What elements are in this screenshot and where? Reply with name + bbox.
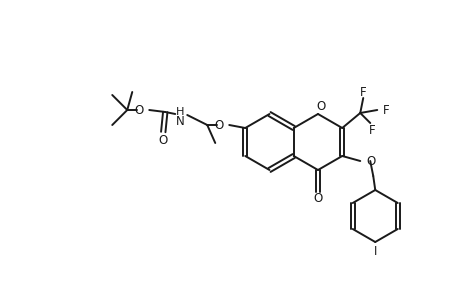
Text: O: O [213,118,223,131]
Text: O: O [316,100,325,112]
Text: F: F [359,85,366,98]
Text: F: F [368,124,375,136]
Text: O: O [134,103,143,116]
Text: F: F [382,103,389,116]
Text: N: N [175,115,184,128]
Text: O: O [365,154,375,167]
Text: O: O [313,193,322,206]
Text: O: O [158,134,168,146]
Text: I: I [373,245,376,259]
Text: H: H [176,107,184,117]
